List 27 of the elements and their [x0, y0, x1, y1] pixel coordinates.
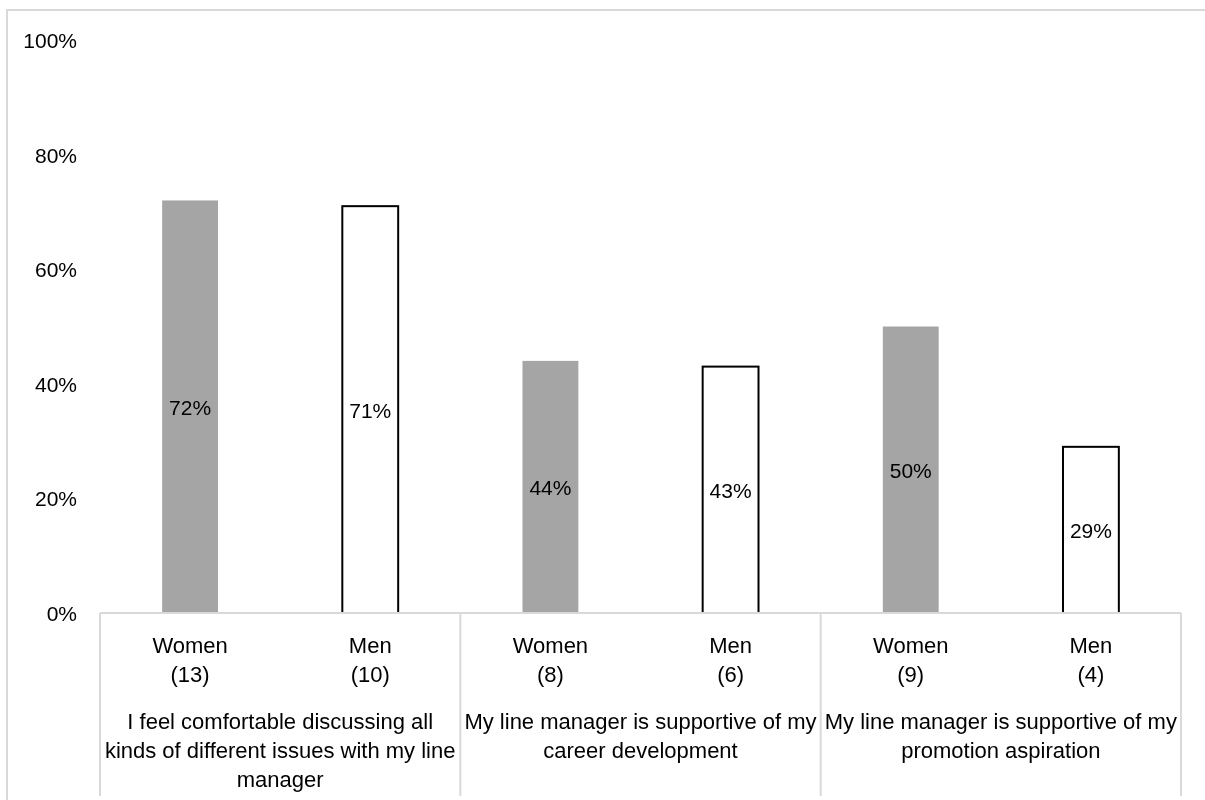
- text: My line manager is supportive of my career development: [464, 708, 817, 763]
- x-tick-label: Women (8): [512, 632, 589, 687]
- data-label: 29%: [1069, 518, 1112, 542]
- bar: [701, 365, 760, 614]
- bar: [162, 200, 219, 613]
- y-tick-label: 100%: [23, 28, 77, 52]
- bar: [522, 360, 579, 613]
- x-tick-label: Men (6): [709, 632, 752, 687]
- data-label: 43%: [709, 478, 752, 502]
- y-tick-label: 0%: [46, 601, 77, 625]
- y-tick-label: 80%: [34, 143, 77, 167]
- data-label: 44%: [529, 475, 572, 499]
- data-label: 72%: [169, 395, 212, 419]
- x-tick-label: Men (10): [348, 632, 392, 687]
- y-tick-label: 40%: [34, 372, 77, 396]
- x-tick-label: Women (9): [873, 632, 949, 687]
- y-tick-label: 60%: [34, 257, 77, 281]
- bar: [341, 205, 400, 614]
- data-label: 50%: [889, 458, 932, 482]
- x-tick-label: Men (4): [1069, 632, 1113, 687]
- x-tick-label: Women (13): [152, 632, 228, 687]
- y-tick-label: 20%: [34, 486, 77, 510]
- text: I feel comfortable discussing all kinds of different issues with my line manager: [104, 708, 456, 792]
- data-label: 71%: [349, 398, 392, 422]
- bar: [882, 326, 939, 613]
- text: My line manager is supportive of my promotion aspiration: [824, 708, 1177, 763]
- bar: [1061, 445, 1120, 614]
